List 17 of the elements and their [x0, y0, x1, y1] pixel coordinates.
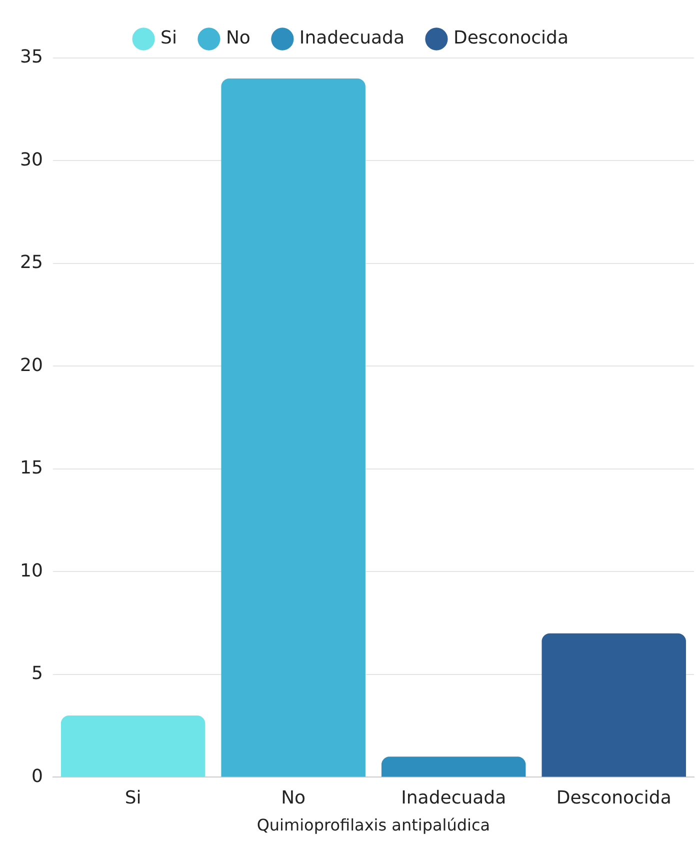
y-tick-label: 15	[20, 458, 43, 479]
x-tick-label: Si	[124, 788, 142, 809]
y-tick-label: 10	[20, 560, 43, 582]
x-axis-title: Quimioprofilaxis antipalúdica	[256, 816, 490, 835]
y-tick-label: 35	[20, 46, 43, 68]
y-tick-label: 5	[31, 663, 43, 684]
y-tick-label: 0	[31, 766, 43, 787]
legend-label: No	[226, 28, 250, 49]
x-tick-label: Desconocida	[556, 788, 672, 809]
y-tick-label: 25	[20, 252, 43, 274]
y-tick-label: 30	[20, 149, 43, 170]
legend-label: Desconocida	[453, 28, 568, 49]
legend-label: Inadecuada	[299, 28, 404, 49]
y-tick-label: 20	[20, 354, 43, 376]
x-tick-label: Inadecuada	[401, 788, 506, 809]
legend-label: Si	[160, 28, 177, 49]
x-tick-label: No	[281, 788, 306, 809]
